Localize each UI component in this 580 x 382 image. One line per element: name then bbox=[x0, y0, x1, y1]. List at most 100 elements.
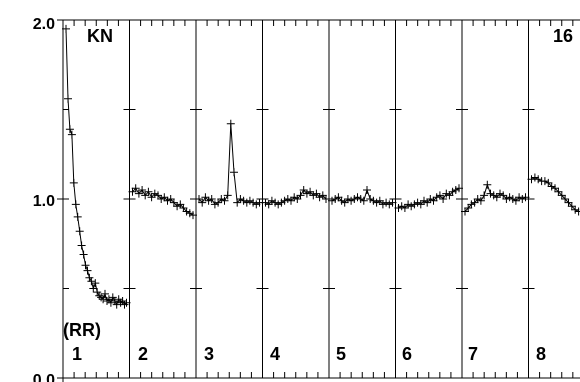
series-panel-8 bbox=[527, 173, 580, 216]
data-point-8-7 bbox=[551, 184, 559, 193]
data-point-3-8 bbox=[220, 196, 229, 205]
y-tick-label-0: 0.0 bbox=[33, 372, 55, 382]
data-point-6-14 bbox=[439, 195, 448, 203]
data-point-6-10 bbox=[426, 195, 435, 203]
data-point-4-2 bbox=[267, 196, 276, 205]
data-point-2-2 bbox=[134, 189, 143, 198]
data-point-2-14 bbox=[173, 202, 182, 211]
data-point-5-19 bbox=[388, 198, 397, 207]
data-point-7-19 bbox=[521, 193, 530, 202]
data-point-7-5 bbox=[476, 196, 485, 205]
data-point-7-4 bbox=[473, 195, 482, 203]
data-point-8-13 bbox=[571, 205, 580, 214]
data-point-6-12 bbox=[432, 193, 441, 202]
data-point-1-18 bbox=[97, 293, 106, 302]
data-point-2-11 bbox=[163, 196, 172, 205]
data-point-2-16 bbox=[179, 204, 188, 212]
data-point-6-4 bbox=[407, 202, 416, 211]
data-point-6-2 bbox=[400, 204, 409, 212]
axis-ticks bbox=[57, 19, 574, 379]
data-point-3-9 bbox=[223, 191, 232, 200]
data-point-1-22 bbox=[104, 295, 113, 304]
labels-layer: 0.0 1.0 2.0 KN 16 (RR) 1 2 3 4 5 6 7 8 bbox=[33, 16, 573, 382]
corner-label-left: KN bbox=[87, 26, 113, 46]
data-point-6-6 bbox=[413, 198, 422, 207]
data-point-5-12 bbox=[366, 195, 375, 203]
data-point-4-1 bbox=[264, 200, 273, 209]
data-point-6-13 bbox=[435, 191, 444, 200]
plot-frame bbox=[62, 19, 580, 382]
data-point-8-6 bbox=[547, 182, 556, 191]
data-point-7-18 bbox=[518, 195, 527, 203]
data-point-1-3 bbox=[67, 130, 76, 139]
data-point-7-0 bbox=[461, 207, 469, 216]
data-point-2-3 bbox=[138, 186, 147, 194]
data-point-8-1 bbox=[530, 173, 539, 182]
y-tick-label-2: 2.0 bbox=[33, 16, 55, 33]
data-point-5-0 bbox=[328, 196, 336, 205]
data-point-7-16 bbox=[511, 196, 520, 205]
data-point-2-4 bbox=[141, 191, 150, 200]
data-point-7-10 bbox=[492, 193, 501, 202]
data-point-2-6 bbox=[147, 193, 156, 202]
data-point-8-5 bbox=[544, 178, 553, 187]
data-point-3-10 bbox=[226, 119, 235, 128]
data-point-6-8 bbox=[420, 196, 428, 205]
data-point-6-19 bbox=[455, 184, 463, 193]
data-point-5-14 bbox=[372, 198, 381, 207]
data-point-4-7 bbox=[283, 195, 292, 203]
data-point-3-6 bbox=[214, 198, 223, 207]
data-point-4-18 bbox=[318, 191, 327, 200]
data-point-1-27 bbox=[114, 295, 123, 304]
data-point-5-1 bbox=[331, 195, 340, 203]
data-point-1-31 bbox=[122, 298, 131, 307]
data-point-4-14 bbox=[306, 187, 315, 196]
data-point-5-2 bbox=[334, 193, 343, 202]
data-point-7-11 bbox=[496, 189, 504, 198]
data-point-2-13 bbox=[169, 198, 178, 207]
data-point-1-1 bbox=[64, 94, 72, 103]
data-point-2-7 bbox=[150, 189, 159, 198]
series-line-7 bbox=[464, 183, 526, 212]
data-point-3-16 bbox=[245, 196, 254, 205]
data-point-2-8 bbox=[154, 191, 162, 200]
data-point-4-17 bbox=[315, 193, 324, 202]
data-point-3-5 bbox=[210, 200, 219, 209]
data-point-1-17 bbox=[95, 291, 104, 300]
panel-label-7: 7 bbox=[468, 344, 478, 364]
data-point-7-1 bbox=[464, 204, 473, 212]
data-point-1-9 bbox=[79, 250, 88, 259]
data-point-3-11 bbox=[230, 168, 238, 177]
data-point-7-6 bbox=[480, 191, 489, 200]
data-point-2-10 bbox=[160, 193, 169, 202]
data-point-5-4 bbox=[340, 198, 349, 207]
data-point-3-2 bbox=[201, 193, 210, 202]
data-point-8-10 bbox=[561, 195, 570, 203]
data-point-6-16 bbox=[445, 191, 454, 200]
data-point-4-10 bbox=[293, 195, 302, 203]
data-point-1-25 bbox=[110, 297, 119, 305]
data-point-1-15 bbox=[91, 279, 100, 288]
data-point-1-21 bbox=[103, 297, 111, 305]
data-point-3-1 bbox=[198, 198, 207, 207]
panel-label-2: 2 bbox=[138, 344, 148, 364]
data-point-4-12 bbox=[299, 186, 308, 194]
data-point-2-19 bbox=[189, 211, 197, 220]
data-point-1-14 bbox=[89, 284, 98, 293]
series-panel-6 bbox=[394, 184, 463, 212]
data-point-7-14 bbox=[505, 193, 514, 202]
data-point-1-29 bbox=[118, 297, 127, 305]
data-point-8-12 bbox=[567, 202, 576, 211]
data-point-4-16 bbox=[312, 189, 321, 198]
data-point-7-7 bbox=[483, 180, 492, 189]
series-panel-2 bbox=[128, 184, 197, 220]
series-panel-3 bbox=[195, 119, 264, 209]
data-point-8-8 bbox=[554, 187, 563, 196]
data-point-6-1 bbox=[397, 202, 406, 211]
data-point-7-8 bbox=[486, 189, 495, 198]
data-point-4-5 bbox=[277, 198, 286, 207]
annotation-label: (RR) bbox=[63, 320, 101, 340]
panel-label-5: 5 bbox=[336, 344, 346, 364]
panel-label-1: 1 bbox=[72, 344, 82, 364]
